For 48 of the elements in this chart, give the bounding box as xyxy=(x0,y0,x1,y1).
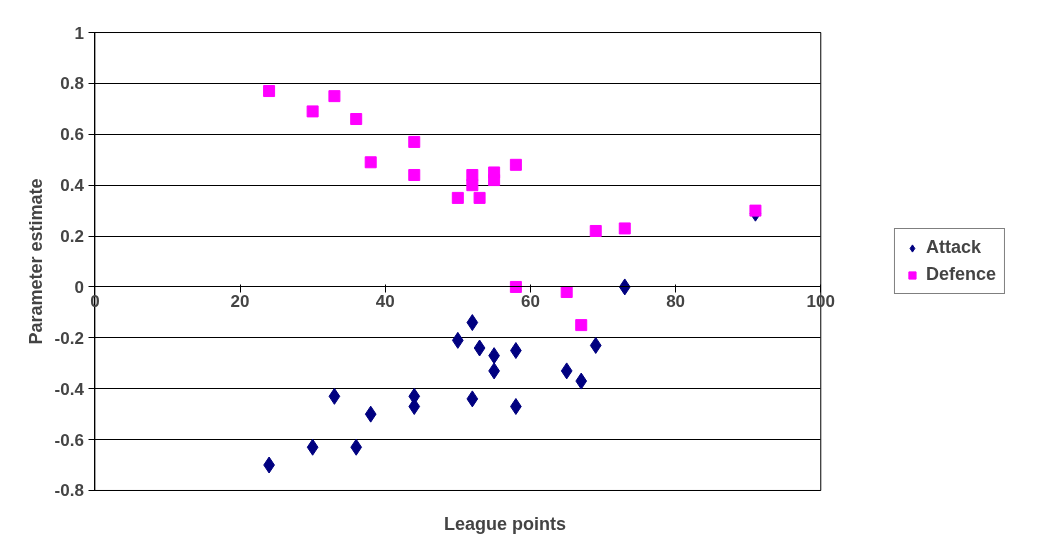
x-tick-label: 60 xyxy=(520,291,540,311)
point xyxy=(451,331,464,349)
y-tick-label: 1 xyxy=(74,23,84,43)
point xyxy=(263,85,276,98)
x-tick-label: 40 xyxy=(375,291,395,311)
y-tick-label: -0.8 xyxy=(54,481,84,501)
y-tick-label: 0.6 xyxy=(60,125,84,145)
x-tick-label: 80 xyxy=(666,291,686,311)
point xyxy=(466,179,479,192)
x-tick-label: 20 xyxy=(230,291,250,311)
point xyxy=(618,222,631,235)
point xyxy=(473,339,486,357)
point xyxy=(306,105,319,118)
point xyxy=(408,135,421,148)
y-tick-label: -0.4 xyxy=(54,379,85,399)
point xyxy=(589,224,602,237)
point xyxy=(575,372,588,390)
point xyxy=(466,390,479,408)
y-tick-label: 0.2 xyxy=(60,227,84,247)
point xyxy=(364,405,377,423)
y-tick-label: 0.8 xyxy=(60,74,84,94)
y-tick-label: -0.6 xyxy=(54,430,84,450)
point xyxy=(560,362,573,380)
point xyxy=(488,174,501,187)
point xyxy=(328,90,341,103)
point xyxy=(473,191,486,204)
x-axis-title: League points xyxy=(444,513,567,534)
point xyxy=(350,438,363,456)
point xyxy=(618,278,631,296)
point xyxy=(509,280,522,293)
point xyxy=(350,113,363,126)
point xyxy=(749,204,762,217)
point xyxy=(509,158,522,171)
point xyxy=(560,286,573,299)
point xyxy=(466,314,479,332)
legend-label: Defence xyxy=(925,264,996,285)
y-tick-label: 0 xyxy=(74,277,84,297)
y-tick-label: -0.2 xyxy=(54,328,84,348)
y-tick-label: 0.4 xyxy=(60,176,85,196)
y-axis-title: Parameter estimate xyxy=(26,178,47,345)
point xyxy=(589,336,602,354)
point xyxy=(306,438,319,456)
point xyxy=(328,387,341,405)
point xyxy=(408,169,421,181)
point xyxy=(451,191,464,204)
point xyxy=(575,319,588,332)
legend-label: Attack xyxy=(925,237,981,258)
point xyxy=(364,156,377,169)
